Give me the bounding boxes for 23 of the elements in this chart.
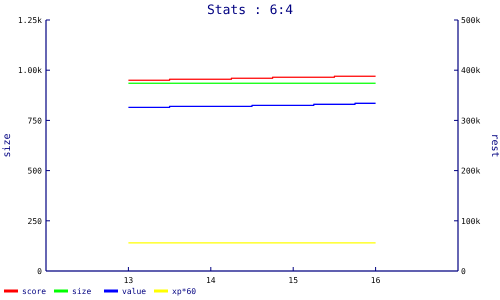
y2-tick-label: 200k: [461, 166, 480, 176]
legend-label: size: [72, 287, 92, 296]
legend-label: xp*60: [172, 287, 196, 296]
legend-label: score: [22, 287, 46, 296]
y-tick-label: 1.25k: [18, 16, 42, 25]
y2-tick-label: 500k: [461, 16, 480, 25]
legend-label: value: [122, 287, 146, 296]
x-tick-label: 14: [206, 276, 216, 285]
y2-tick-label: 400k: [461, 66, 480, 76]
y-tick-label: 0: [37, 267, 42, 276]
chart-title: Stats : 6:4: [206, 3, 294, 18]
y2-tick-label: 0: [461, 267, 466, 276]
x-tick-label: 16: [370, 276, 381, 285]
y2-axis-title: rest: [489, 133, 500, 158]
y2-tick-label: 300k: [461, 116, 480, 126]
y-tick-label: 750: [28, 116, 42, 126]
y-tick-label: 1.00k: [18, 66, 42, 76]
x-tick-label: 13: [124, 276, 134, 285]
y-axis-title: size: [2, 133, 13, 158]
y2-tick-label: 100k: [461, 216, 480, 226]
y-tick-label: 250: [28, 216, 42, 226]
y-tick-label: 500: [28, 166, 42, 176]
x-tick-label: 15: [288, 276, 298, 285]
